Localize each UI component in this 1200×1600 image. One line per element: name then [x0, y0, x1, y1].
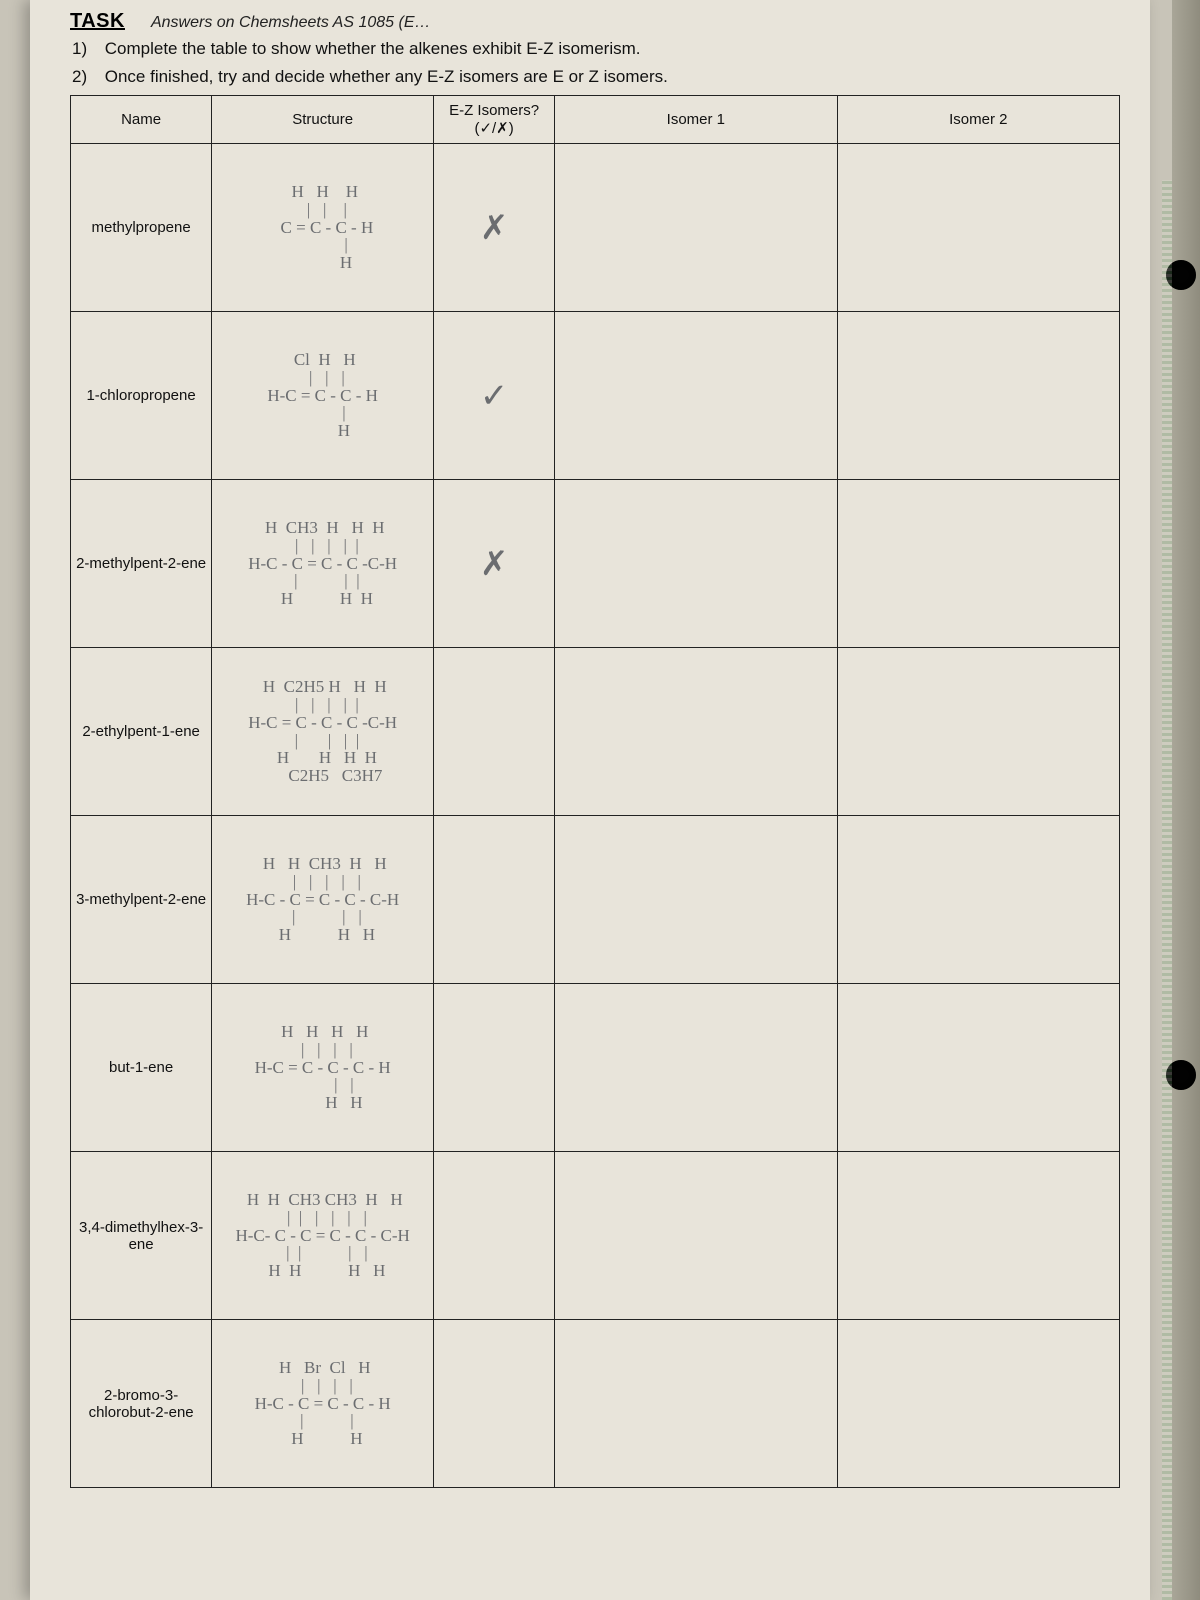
- notebook-spiral: [1162, 180, 1172, 1600]
- ez-cell: [434, 1320, 555, 1488]
- structure-cell: H H H | | | C = C - C - H | H: [212, 144, 434, 312]
- source-note: Answers on Chemsheets AS 1085 (E…: [151, 14, 431, 32]
- table-header-row: Name Structure E-Z Isomers? (✓/✗) Isomer…: [71, 96, 1120, 144]
- ez-cell: [434, 1152, 555, 1320]
- structure-cell: H H CH3 CH3 H H | | | | | | H-C- C - C =…: [212, 1152, 434, 1320]
- structure-cell: H C2H5 H H H | | | | | H-C = C - C - C -…: [212, 648, 434, 816]
- col-structure: Structure: [212, 96, 434, 144]
- isomer2-cell: [837, 1152, 1119, 1320]
- isomer2-cell: [837, 1320, 1119, 1488]
- isomer1-cell: [555, 648, 837, 816]
- compound-name: but-1-ene: [71, 984, 212, 1152]
- compound-name: 3-methylpent-2-ene: [71, 816, 212, 984]
- isomer1-cell: [555, 1152, 837, 1320]
- compound-name: methylpropene: [71, 144, 212, 312]
- table-row: 2-methylpent-2-ene H CH3 H H H | | | | |…: [71, 480, 1120, 648]
- table-row: but-1-ene H H H H | | | | H-C = C - C - …: [71, 984, 1120, 1152]
- ez-cell: [434, 984, 555, 1152]
- structure-cell: H Br Cl H | | | | H-C - C = C - C - H | …: [212, 1320, 434, 1488]
- table-row: methylpropene H H H | | | C = C - C - H …: [71, 144, 1120, 312]
- ez-cell: [434, 648, 555, 816]
- col-isomer1: Isomer 1: [555, 96, 837, 144]
- structure-cell: H H H H | | | | H-C = C - C - C - H | | …: [212, 984, 434, 1152]
- isomer2-cell: [837, 144, 1119, 312]
- isomer2-cell: [837, 312, 1119, 480]
- table-row: 3,4-dimethylhex-3-ene H H CH3 CH3 H H | …: [71, 1152, 1120, 1320]
- isomer1-cell: [555, 984, 837, 1152]
- ez-cell: ✓: [434, 312, 555, 480]
- col-ez: E-Z Isomers? (✓/✗): [434, 96, 555, 144]
- compound-name: 2-bromo-3-chlorobut-2-ene: [71, 1320, 212, 1488]
- ez-cell: [434, 816, 555, 984]
- table-row: 1-chloropropene Cl H H | | | H-C = C - C…: [71, 312, 1120, 480]
- isomer-table: Name Structure E-Z Isomers? (✓/✗) Isomer…: [70, 95, 1120, 1488]
- isomer1-cell: [555, 816, 837, 984]
- isomer2-cell: [837, 480, 1119, 648]
- isomer1-cell: [555, 1320, 837, 1488]
- instruction-2: 2) Once finished, try and decide whether…: [72, 67, 1120, 87]
- ez-cell: ✗: [434, 144, 555, 312]
- table-row: 3-methylpent-2-ene H H CH3 H H | | | | |…: [71, 816, 1120, 984]
- table-row: 2-bromo-3-chlorobut-2-ene H Br Cl H | | …: [71, 1320, 1120, 1488]
- isomer2-cell: [837, 816, 1119, 984]
- isomer1-cell: [555, 312, 837, 480]
- col-isomer2: Isomer 2: [837, 96, 1119, 144]
- structure-cell: H CH3 H H H | | | | | H-C - C = C - C -C…: [212, 480, 434, 648]
- isomer2-cell: [837, 648, 1119, 816]
- isomer2-cell: [837, 984, 1119, 1152]
- worksheet-paper: TASK Answers on Chemsheets AS 1085 (E… 1…: [30, 0, 1150, 1600]
- isomer1-cell: [555, 144, 837, 312]
- ez-cell: ✗: [434, 480, 555, 648]
- compound-name: 3,4-dimethylhex-3-ene: [71, 1152, 212, 1320]
- isomer1-cell: [555, 480, 837, 648]
- structure-cell: H H CH3 H H | | | | | H-C - C = C - C - …: [212, 816, 434, 984]
- structure-cell: Cl H H | | | H-C = C - C - H | H: [212, 312, 434, 480]
- table-row: 2-ethylpent-1-ene H C2H5 H H H | | | | |…: [71, 648, 1120, 816]
- instruction-1: 1) Complete the table to show whether th…: [72, 39, 1120, 59]
- col-name: Name: [71, 96, 212, 144]
- compound-name: 1-chloropropene: [71, 312, 212, 480]
- task-heading: TASK: [70, 10, 125, 33]
- compound-name: 2-ethylpent-1-ene: [71, 648, 212, 816]
- page-edge: [1172, 0, 1200, 1600]
- compound-name: 2-methylpent-2-ene: [71, 480, 212, 648]
